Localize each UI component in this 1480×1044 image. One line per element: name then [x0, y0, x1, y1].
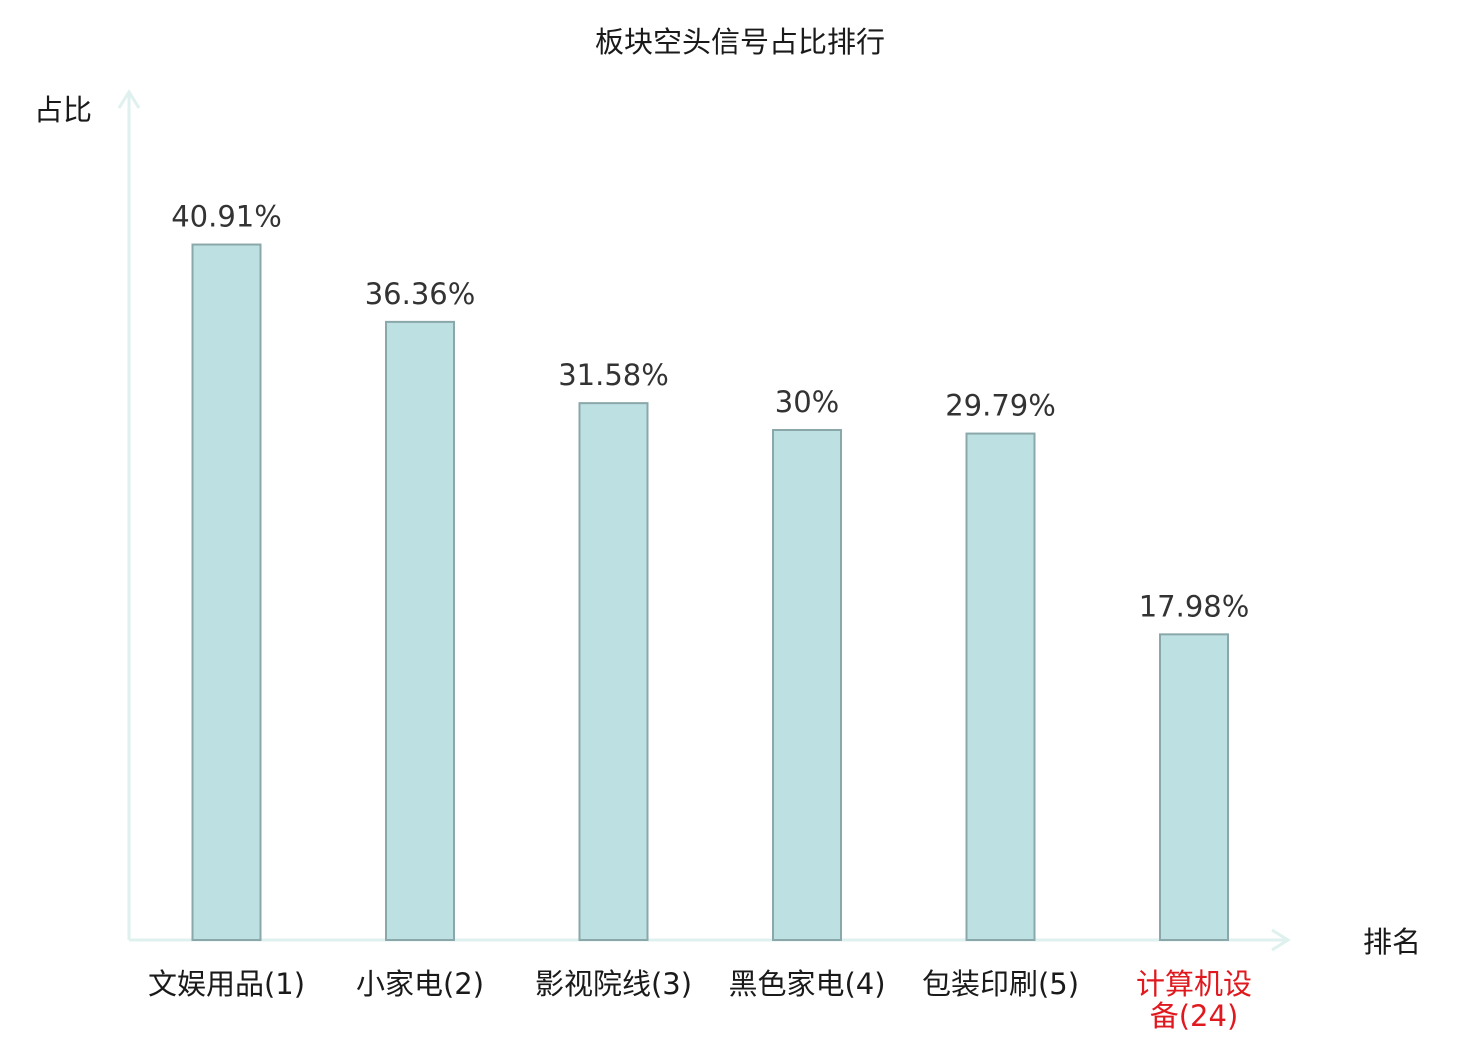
y-axis-label: 占比 [34, 93, 92, 127]
category-label-6: 计算机设备(24) [1136, 967, 1252, 1033]
value-label-3: 31.58% [558, 358, 669, 392]
bar-6 [1159, 633, 1229, 942]
category-label-line: 包装印刷(5) [922, 967, 1079, 1001]
category-label-line: 黑色家电(4) [728, 967, 885, 1001]
category-label-line: 文娱用品(1) [148, 967, 305, 1001]
category-label-1: 文娱用品(1) [148, 967, 305, 1001]
value-label-4: 30% [775, 385, 839, 419]
category-label-3: 影视院线(3) [535, 967, 692, 1001]
category-label-line: 备(24) [1150, 999, 1239, 1033]
category-label-5: 包装印刷(5) [922, 967, 1079, 1001]
category-labels-group: 文娱用品(1) 小家电(2) 影视院线(3) 黑色家电(4) 包装印刷(5) 计算机设备(… [148, 967, 1252, 1033]
bar-5 [965, 432, 1036, 941]
value-label-5: 29.79% [945, 389, 1056, 423]
bars-group [191, 243, 1229, 942]
category-label-line: 计算机设 [1136, 967, 1252, 1001]
x-axis-arrow [1271, 928, 1291, 952]
value-label-1: 40.91% [171, 200, 282, 234]
category-label-4: 黑色家电(4) [728, 967, 885, 1001]
axes [117, 89, 1291, 952]
value-label-2: 36.36% [365, 277, 476, 311]
bar-2 [385, 320, 455, 941]
value-label-6: 17.98% [1139, 589, 1250, 623]
y-axis-arrow [117, 89, 141, 109]
x-axis-label: 排名 [1363, 925, 1421, 959]
chart-title: 板块空头信号占比排行 [595, 25, 885, 59]
category-label-line: 小家电(2) [356, 967, 484, 1001]
category-label-line: 影视院线(3) [535, 967, 692, 1001]
bar-1 [191, 243, 262, 941]
category-label-2: 小家电(2) [356, 967, 484, 1001]
bar-3 [578, 402, 649, 941]
bar-4 [772, 429, 842, 941]
value-labels-group: 40.91% 36.36% 31.58% 30% 29.79% 17.98% [171, 200, 1249, 624]
